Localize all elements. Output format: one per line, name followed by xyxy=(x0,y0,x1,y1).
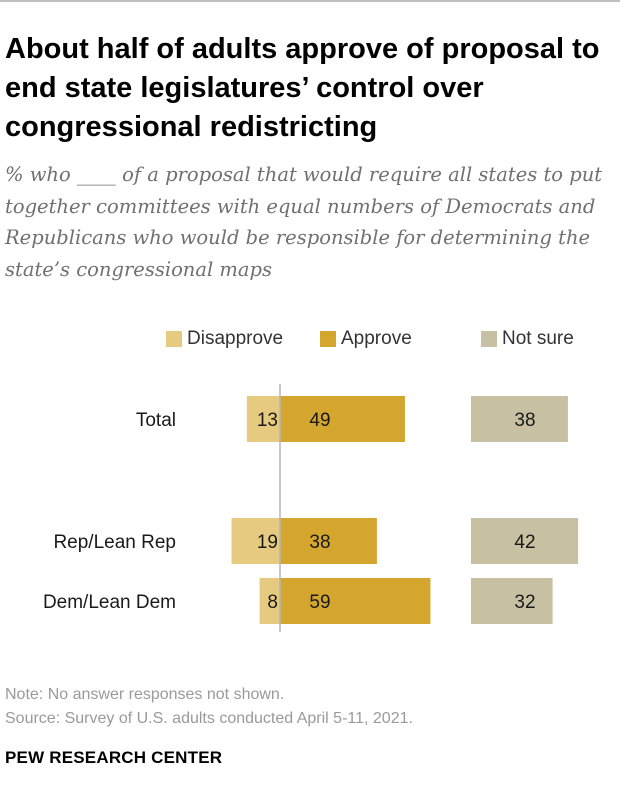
note-text: Note: No answer responses not shown. xyxy=(5,686,285,703)
legend-item-not-sure: Not sure xyxy=(481,326,574,352)
legend-item-disapprove: Disapprove xyxy=(166,326,283,352)
bar-not-sure-total xyxy=(471,396,568,442)
value-label-disapprove-rep-lean-rep: 19 xyxy=(257,532,278,553)
category-label-dem-lean-dem: Dem/Lean Dem xyxy=(43,592,176,613)
value-label-approve-rep-lean-rep: 38 xyxy=(309,532,330,553)
legend-swatch-not-sure xyxy=(481,331,497,347)
bar-not-sure-dem-lean-dem xyxy=(471,578,553,624)
value-label-not-sure-total: 38 xyxy=(514,410,535,431)
value-label-approve-dem-lean-dem: 59 xyxy=(309,592,330,613)
category-label-total: Total xyxy=(136,410,176,431)
bar-disapprove-dem-lean-dem xyxy=(259,578,280,624)
bar-approve-total xyxy=(280,396,405,442)
bar-disapprove-total xyxy=(246,396,280,442)
value-label-disapprove-dem-lean-dem: 8 xyxy=(267,592,278,613)
value-label-approve-total: 49 xyxy=(309,410,330,431)
chart-title: About half of adults approve of proposal… xyxy=(5,33,600,143)
value-label-not-sure-dem-lean-dem: 32 xyxy=(514,592,535,613)
value-label-disapprove-total: 13 xyxy=(257,410,278,431)
chart-subtitle: % who ____ of a proposal that would requ… xyxy=(5,163,603,281)
bar-not-sure-rep-lean-rep xyxy=(471,518,579,564)
legend: Disapprove Approve Not sure xyxy=(0,326,620,352)
source-text: Source: Survey of U.S. adults conducted … xyxy=(5,710,413,727)
top-rule xyxy=(0,0,620,2)
brand-name: PEW RESEARCH CENTER xyxy=(5,748,223,767)
legend-item-approve: Approve xyxy=(320,326,412,352)
bar-approve-rep-lean-rep xyxy=(280,518,377,564)
legend-swatch-approve xyxy=(320,331,336,347)
category-label-rep-lean-rep: Rep/Lean Rep xyxy=(53,532,176,553)
legend-label-approve: Approve xyxy=(341,328,412,349)
bar-disapprove-rep-lean-rep xyxy=(231,518,280,564)
bar-chart: Total 13 49 38 Rep/Lean Rep 19 38 42 Dem/Lean De… xyxy=(43,384,579,632)
value-label-not-sure-rep-lean-rep: 42 xyxy=(514,532,535,553)
legend-swatch-disapprove xyxy=(166,331,182,347)
bar-approve-dem-lean-dem xyxy=(280,578,431,624)
legend-label-disapprove: Disapprove xyxy=(187,328,284,349)
legend-label-not-sure: Not sure xyxy=(502,328,574,349)
